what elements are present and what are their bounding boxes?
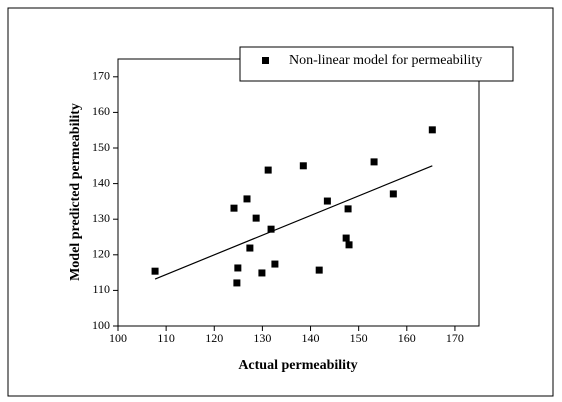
y-axis-label: Model predicted permeability	[68, 103, 83, 281]
legend-box	[239, 46, 514, 82]
point	[345, 241, 353, 249]
y-tick-label: 110	[92, 282, 110, 296]
plot-area	[117, 58, 480, 327]
fit-line	[154, 165, 433, 280]
y-tick-label: 130	[92, 211, 110, 225]
x-tick-label: 150	[350, 331, 368, 345]
x-tick-label: 130	[253, 331, 271, 345]
x-tick-label: 170	[446, 331, 464, 345]
y-tick-label: 160	[92, 104, 110, 118]
y-tick-label: 150	[92, 140, 110, 154]
x-tick-label: 110	[157, 331, 175, 345]
point	[234, 264, 242, 272]
x-tick-label: 140	[302, 331, 320, 345]
point	[258, 269, 266, 277]
point	[315, 266, 323, 274]
frame	[7, 7, 554, 397]
point	[323, 197, 331, 205]
legend-label: Non-linear model for permeability	[289, 53, 482, 68]
point	[342, 234, 350, 242]
point	[428, 126, 436, 134]
point	[264, 166, 272, 174]
point	[246, 244, 254, 252]
point	[271, 260, 279, 268]
point	[230, 204, 238, 212]
point	[299, 162, 307, 170]
point	[389, 190, 397, 198]
x-tick-label: 120	[205, 331, 223, 345]
point	[267, 225, 275, 233]
y-tick-label: 140	[92, 175, 110, 189]
legend-marker	[262, 57, 269, 64]
point	[344, 205, 352, 213]
point	[243, 195, 251, 203]
point	[370, 158, 378, 166]
point	[233, 279, 241, 287]
x-tick-label: 100	[109, 331, 127, 345]
y-tick-label: 100	[92, 318, 110, 332]
y-tick-label: 120	[92, 247, 110, 261]
x-tick-label: 160	[398, 331, 416, 345]
point	[151, 267, 159, 275]
x-axis-label: Actual permeability	[238, 358, 357, 373]
y-tick-label: 170	[92, 69, 110, 83]
point	[252, 214, 260, 222]
